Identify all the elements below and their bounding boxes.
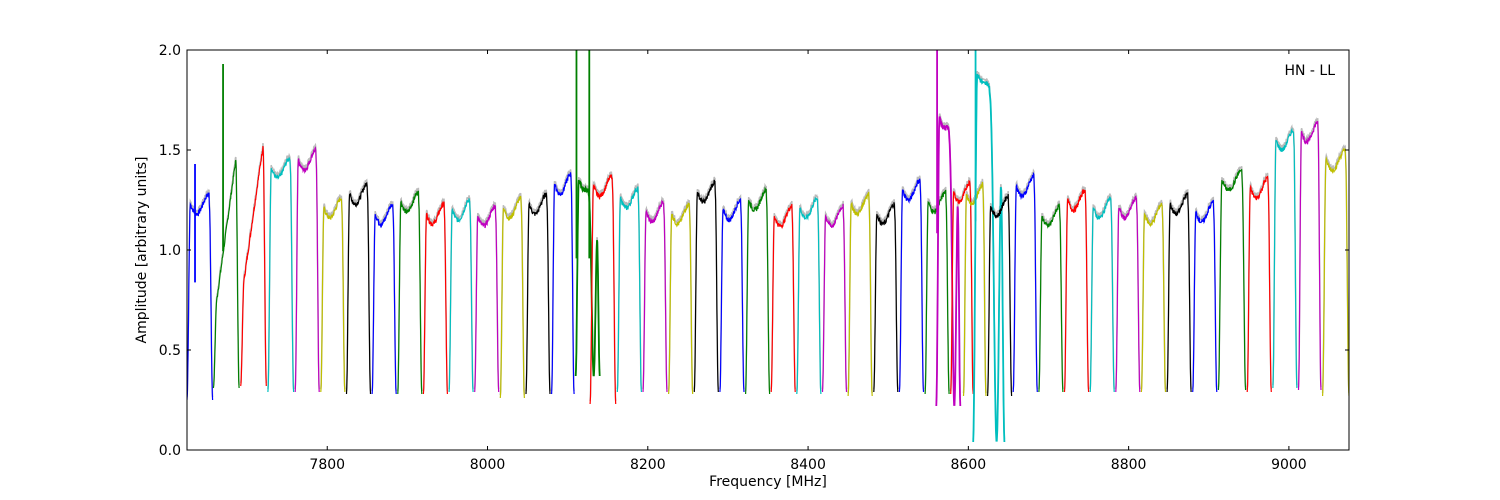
x-tick-label: 7800 <box>309 457 345 473</box>
band-series-line <box>1217 169 1247 391</box>
band-series-line <box>873 202 899 393</box>
band-series-line <box>212 159 240 389</box>
band-series-line <box>668 202 694 395</box>
band-series-line <box>371 203 397 395</box>
band-series-line <box>1063 188 1090 393</box>
band-series-line <box>745 186 771 395</box>
background-band-line <box>1115 192 1141 390</box>
band-series-line <box>574 179 601 377</box>
x-tick-label: 8800 <box>1111 457 1147 473</box>
band-series-line <box>1297 120 1322 391</box>
band-series-line <box>448 198 474 393</box>
y-tick-label: 0.5 <box>159 343 181 359</box>
x-tick-label: 9000 <box>1271 457 1307 473</box>
x-axis-label: Frequency [MHz] <box>709 474 827 490</box>
y-tick-label: 2.0 <box>159 43 181 59</box>
background-band-line <box>642 195 668 390</box>
band-series-line <box>320 197 346 393</box>
band-series-line <box>525 192 551 395</box>
band-series-line <box>345 181 372 395</box>
band-series-line <box>294 146 320 393</box>
band-series-line <box>1012 171 1038 393</box>
x-tick-label: 8600 <box>951 457 987 473</box>
background-band-line <box>1272 124 1298 386</box>
band-series-line <box>267 156 295 393</box>
band-series-line <box>1192 199 1218 393</box>
band-series-line <box>422 200 448 395</box>
band-series-line <box>474 204 500 393</box>
band-series-line <box>898 178 925 393</box>
band-series-line <box>719 197 745 393</box>
band-series-line <box>397 190 423 395</box>
band-series-line <box>972 73 1006 443</box>
x-tick-label: 8400 <box>790 457 826 473</box>
band-series-line <box>1272 127 1298 389</box>
background-band-line <box>1140 199 1167 390</box>
band-series-line <box>589 174 617 405</box>
series-group <box>187 50 1349 443</box>
band-series-line <box>1322 147 1349 397</box>
background-band-line <box>949 176 974 392</box>
band-series-line <box>1166 192 1192 393</box>
band-series-line <box>1089 196 1115 393</box>
background-band-line <box>873 199 899 390</box>
band-series-line <box>499 195 525 399</box>
band-series-line <box>693 179 719 393</box>
y-tick-label: 0.0 <box>159 443 181 459</box>
band-series-line <box>616 186 642 393</box>
band-series-line <box>551 172 575 395</box>
band-series-line <box>935 116 962 407</box>
band-series-line <box>796 197 822 395</box>
y-tick-label: 1.5 <box>159 143 181 159</box>
band-series-line <box>240 146 267 387</box>
background-band-line <box>693 176 720 390</box>
band-series-line <box>187 191 214 401</box>
background-band-line <box>345 178 372 392</box>
chart-annotation: HN - LL <box>1284 63 1335 79</box>
y-axis-ticks: 0.0 0.5 1.0 1.5 2.0 <box>159 43 1349 459</box>
x-axis-ticks: 7800 8000 8200 8400 8600 8800 9000 <box>309 50 1307 473</box>
y-tick-label: 1.0 <box>159 243 181 259</box>
band-series-line <box>1038 203 1064 393</box>
background-band-line <box>1217 165 1247 388</box>
band-series-line <box>987 194 1013 397</box>
band-series-line <box>847 191 873 397</box>
x-tick-label: 8200 <box>630 457 666 473</box>
background-band-line <box>719 194 745 390</box>
band-series-line <box>1246 175 1272 393</box>
x-tick-label: 8000 <box>470 457 506 473</box>
band-series-line <box>1140 202 1167 393</box>
background-band-line <box>1321 144 1349 394</box>
band-series-line <box>821 203 848 393</box>
band-series-line <box>642 199 668 393</box>
band-series-line <box>1115 195 1141 393</box>
band-series-line <box>950 180 974 395</box>
band-series-line <box>770 203 796 393</box>
background-band-line <box>667 198 694 392</box>
y-axis-label: Amplitude [arbitrary units] <box>134 157 150 344</box>
